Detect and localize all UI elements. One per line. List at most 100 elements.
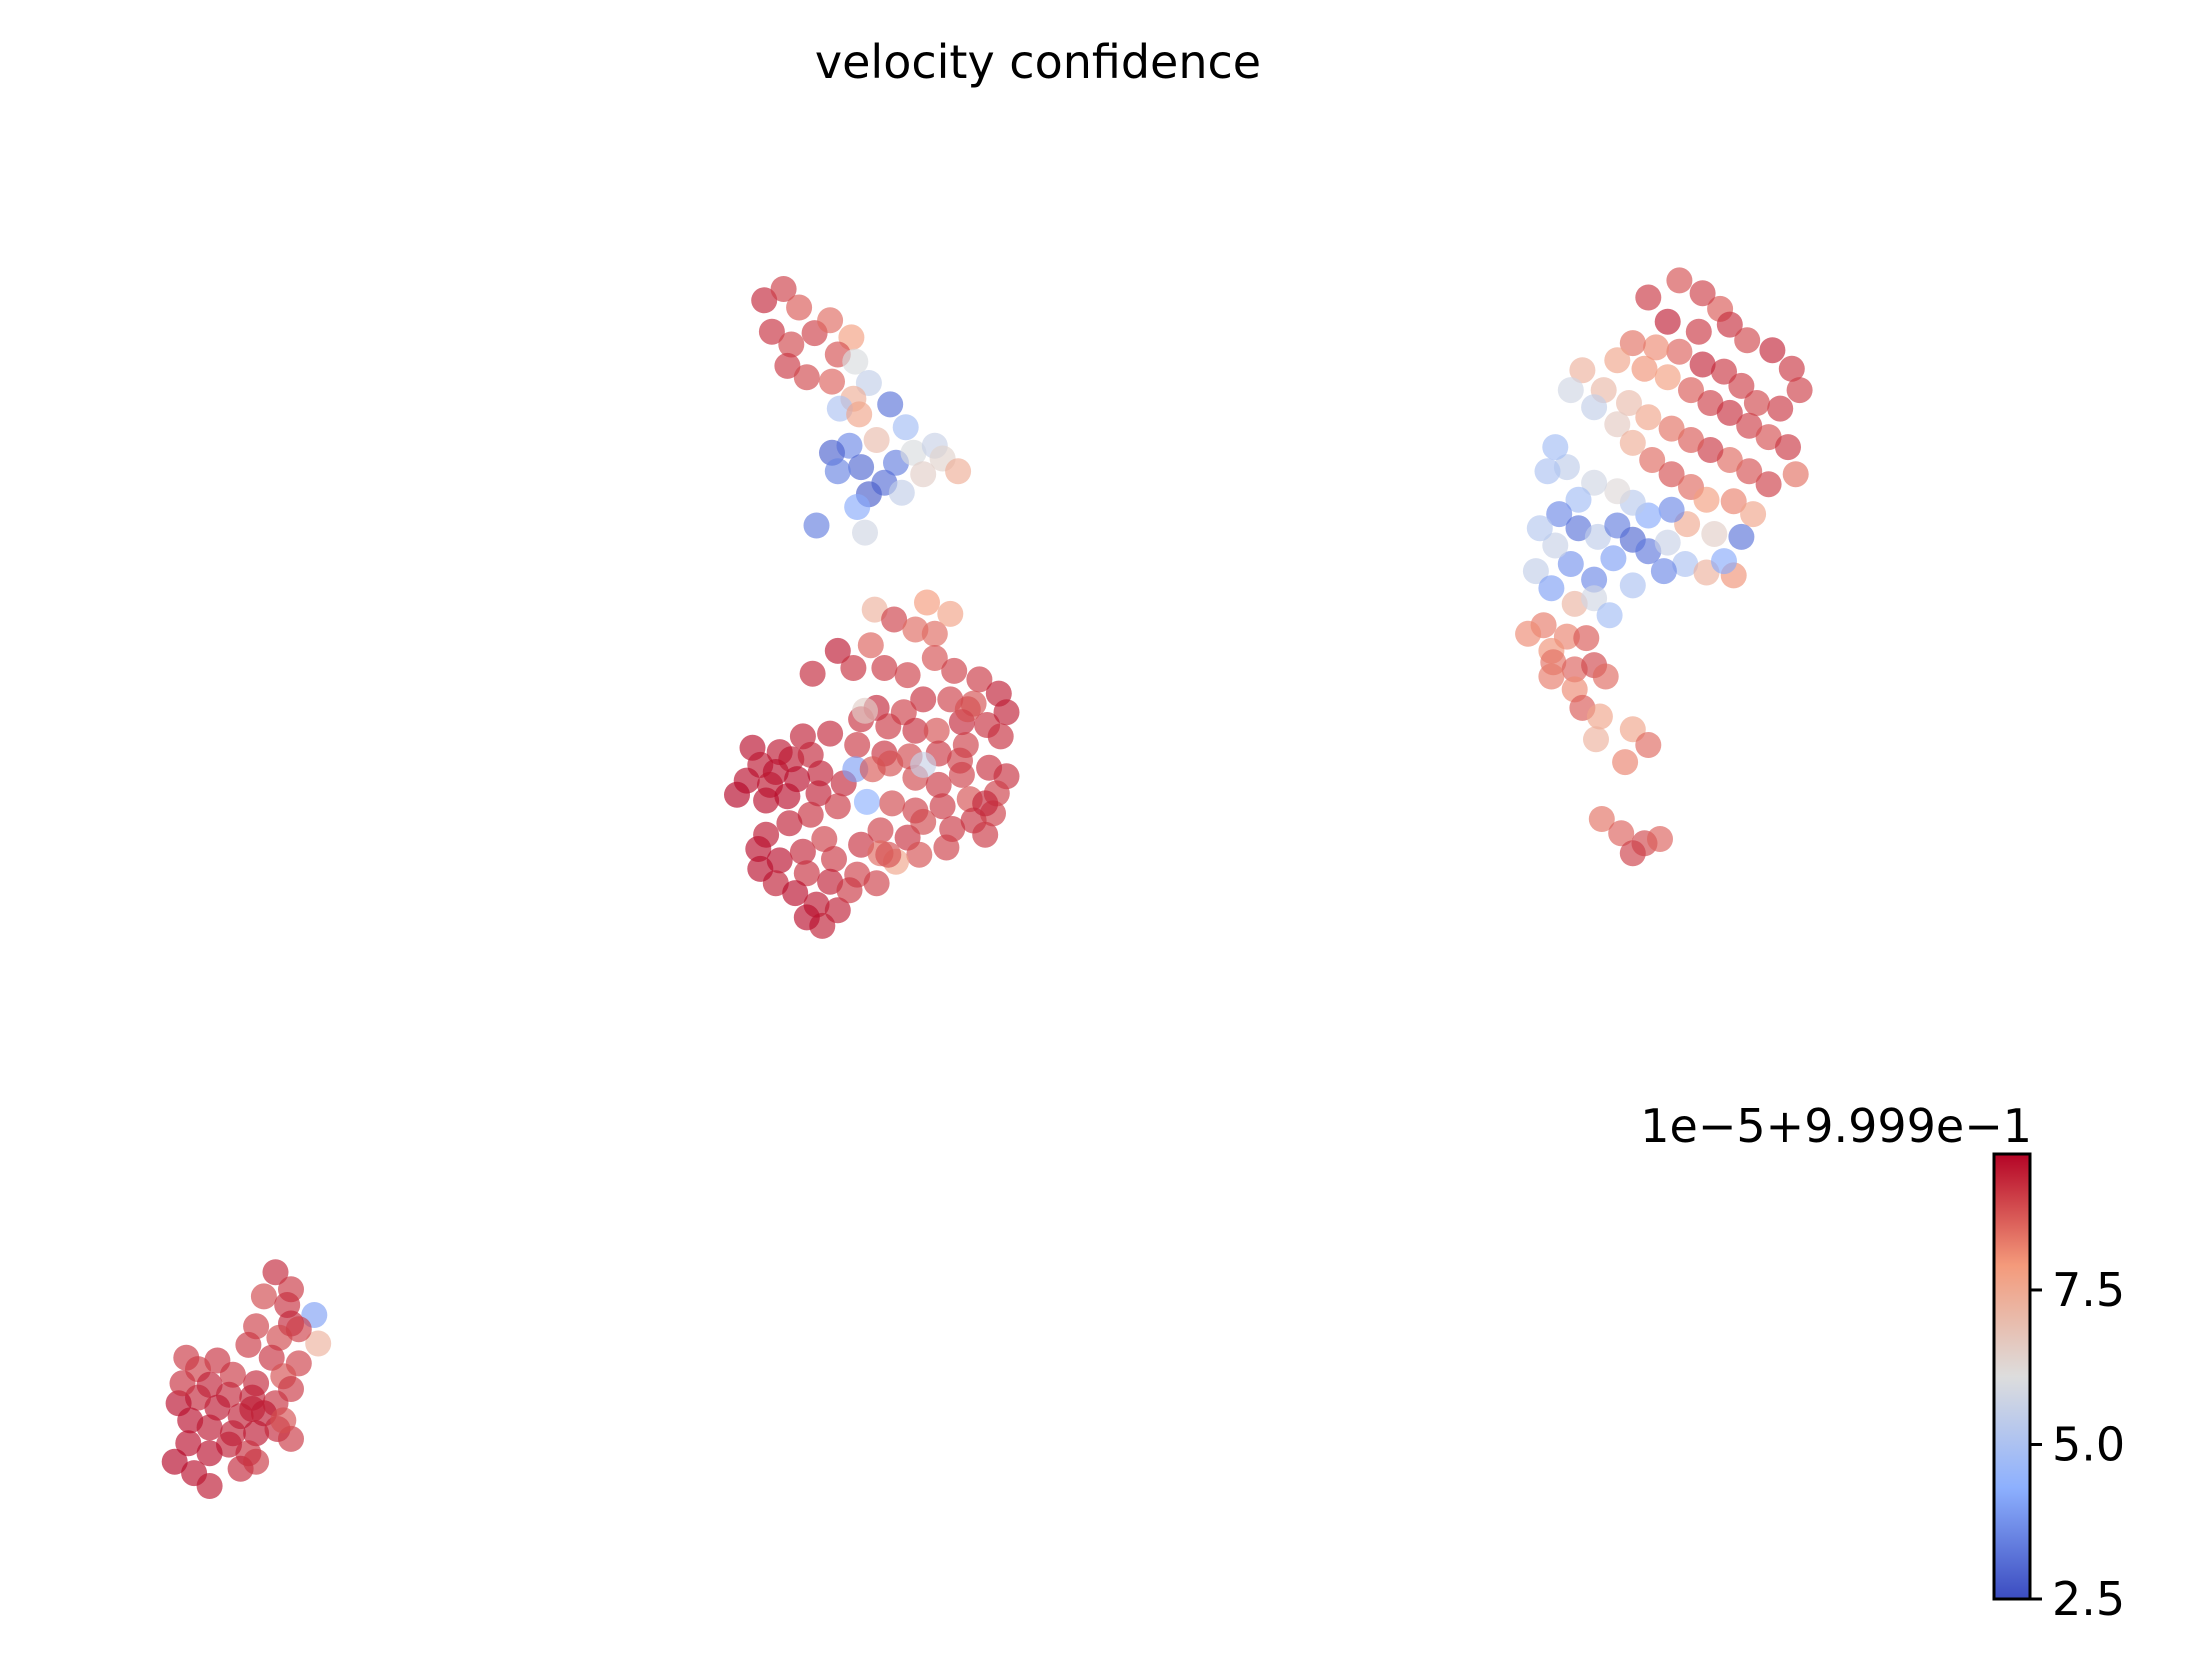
scatter-point [1565,515,1592,542]
scatter-point [945,458,972,485]
scatter-point [1604,347,1631,374]
scatter-point [1658,415,1685,442]
scatter-point [923,717,950,744]
scatter-point [1778,355,1805,382]
scatter-point [1608,820,1635,847]
scatter-point [747,855,774,882]
scatter-point [1689,280,1716,307]
scatter-point [1647,826,1673,852]
scatter-point [778,331,805,358]
scatter-point [892,414,919,441]
scatter-point [776,810,803,837]
scatter-point [947,747,973,774]
scatter-point [782,880,809,907]
scatter-point [1542,434,1569,461]
scatter-point [1678,377,1704,404]
scatter-point [1654,529,1681,556]
scatter-point [1666,338,1693,365]
scatter-point [1534,458,1561,485]
scatter-point [169,1370,196,1397]
scatter-point [1716,447,1743,473]
scatter-point [910,808,937,835]
scatter-point [258,1344,285,1371]
scatter-point [861,596,888,623]
scatter-point [1701,521,1728,547]
scatter-point [1604,478,1631,505]
scatter-point [1612,749,1639,776]
chart-title: velocity confidence [815,35,1261,89]
scatter-points [161,267,1813,1499]
scatter-point [196,1440,223,1467]
scatter-point [807,760,834,787]
scatter-point [937,600,964,627]
scatter-point [853,788,880,815]
colorbar-offset-label: 1e−5+9.999e−1 [1640,1099,2032,1153]
scatter-point [1522,558,1549,585]
scatter-point [906,841,933,868]
scatter-point [262,1259,289,1286]
scatter-point [1767,395,1794,422]
scatter-point [774,352,801,379]
scatter-point [836,877,863,904]
scatter-point [1553,454,1580,481]
scatter-point [1557,377,1584,404]
scatter-point [817,868,844,895]
scatter-point [789,838,816,865]
scatter-point [875,713,902,740]
scatter-point [1775,434,1801,461]
scatter-point [1583,726,1609,753]
scatter-point [774,783,801,810]
scatter-point [266,1324,293,1351]
scatter-point [1565,486,1592,513]
scatter-point [821,846,847,872]
scatter-point [1697,390,1724,416]
scatter-point [1557,551,1584,577]
scatter-point [1619,840,1646,867]
scatter-point [1711,548,1737,575]
scatter-point [797,801,824,828]
scatter-point [745,836,772,862]
scatter-point [910,751,937,778]
scatter-point [196,1414,223,1441]
scatter-point [1596,602,1623,629]
scatter-point [925,771,952,798]
scatter-point [1678,427,1704,453]
scatter-point [1600,545,1627,572]
scatter-point [204,1394,231,1421]
scatter-point [993,699,1020,726]
scatter-point [1619,330,1646,357]
scatter-point [1581,585,1608,612]
scatter-point [1643,334,1670,361]
scatter-point [902,616,929,643]
scatter-point [1619,429,1646,456]
colorbar-tick-label: 7.5 [2052,1263,2125,1317]
scatter-point [724,781,750,808]
scatter-point [235,1331,262,1358]
scatter-point [1526,515,1553,542]
scatter-point [1658,496,1685,523]
colorbar-tick-label: 5.0 [2052,1417,2125,1471]
scatter-point [793,904,820,931]
scatter-point [910,461,937,488]
scatter-point [1728,372,1755,399]
scatter-point [842,348,869,375]
scatter-point [1666,267,1693,294]
scatter-point [914,589,940,616]
scatter-point [786,294,813,321]
scatter-point [1650,558,1677,585]
scatter-point [1635,538,1662,565]
scatter-point [1616,390,1642,416]
scatter-point [1635,404,1662,431]
colorbar-ticks: 2.5 5.0 7.5 [2030,1263,2125,1626]
scatter-point [852,697,878,724]
scatter-point [250,1283,277,1310]
scatter-point [1693,486,1720,513]
scatter-point [933,834,960,861]
scatter-point [1569,357,1596,384]
scatter-point [929,793,956,820]
scatter-point [766,847,793,874]
colorbar: 1e−5+9.999e−1 2.5 5.0 7.5 [1640,1099,2125,1626]
scatter-point [1716,399,1743,426]
